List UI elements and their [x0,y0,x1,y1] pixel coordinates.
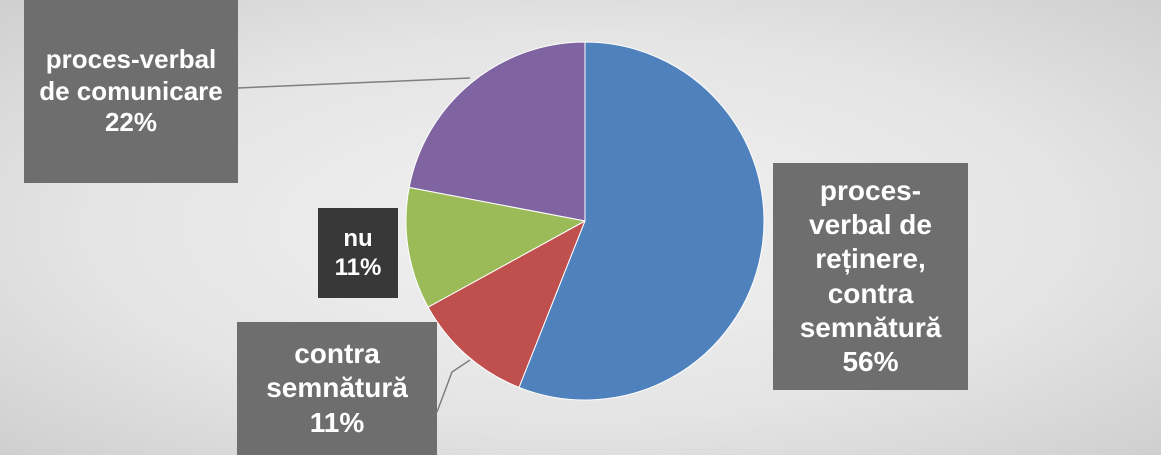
value-label: 11% [334,254,382,281]
pie-slice [405,186,587,308]
pie-slice [408,41,586,222]
category-label: nu [343,224,373,252]
category-label: proces-verbal de comunicare [39,43,223,106]
pie-slice [427,219,586,389]
data-label: proces-verbal de comunicare 22% [24,0,238,183]
value-label: 56% [842,345,899,377]
category-label: proces-verbal de reținere, contra semnăt… [799,175,942,343]
category-label: contra semnătură [266,338,408,404]
pie-slice [518,41,765,401]
data-label: nu 11% [318,208,398,298]
value-label: 22% [104,107,158,138]
leader-line [436,359,471,413]
data-label: contra semnătură 11% [237,322,437,455]
leader-line [237,77,471,89]
data-label: proces-verbal de reținere, contra semnăt… [773,163,968,390]
value-label: 11% [309,406,365,438]
